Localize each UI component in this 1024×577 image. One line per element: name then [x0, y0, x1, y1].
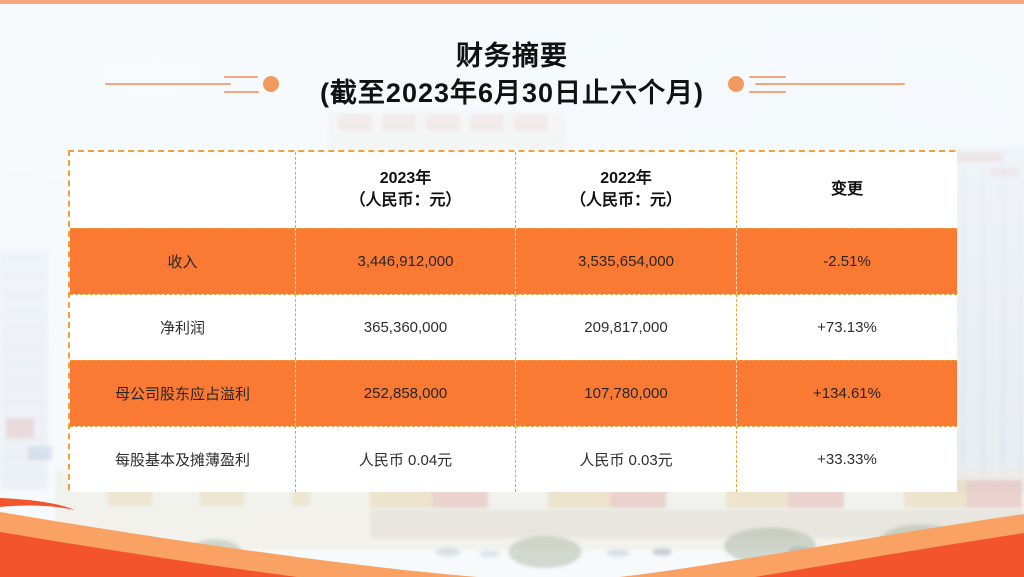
header-line: 2023年 [379, 170, 432, 187]
row-revenue-2022: 3,535,654,000 [516, 228, 737, 294]
row-parent-profit-change: +134.61% [737, 360, 957, 426]
header-line: （人民币：元） [349, 192, 462, 209]
speed-line [224, 76, 258, 78]
table-header-2022: 2022年 （人民币：元） [516, 152, 737, 228]
top-accent-strip [0, 0, 1024, 4]
wave-left-crest [0, 498, 75, 510]
row-revenue-label: 收入 [70, 228, 296, 294]
title-decoration-left [105, 72, 285, 96]
bottom-wave-decoration [0, 498, 1024, 577]
header-line: 变更 [830, 181, 863, 198]
title-decoration-right [728, 72, 908, 96]
header-line: 2022年 [600, 170, 652, 187]
table-header-2023: 2023年 （人民币：元） [296, 152, 516, 228]
slide-subtitle: (截至2023年6月30日止六个月) [319, 78, 705, 108]
row-eps-change: +33.33% [737, 426, 957, 492]
row-eps-2022: 人民币 0.03元 [516, 426, 737, 492]
header-line: （人民币：元） [569, 192, 682, 209]
row-parent-profit-2023: 252,858,000 [296, 360, 516, 426]
slide-title: 财务摘要 [456, 41, 568, 71]
speed-line [105, 83, 231, 85]
table-header-metric [70, 152, 296, 228]
speed-line [224, 91, 259, 93]
dot-icon [263, 76, 279, 92]
row-net-profit-label: 净利润 [70, 294, 296, 360]
dot-icon [728, 76, 744, 92]
table-header-change: 变更 [737, 152, 957, 228]
wave-light [0, 512, 1024, 577]
speed-line [755, 83, 905, 85]
title-block: 财务摘要 (截至2023年6月30日止六个月) [0, 38, 1024, 112]
row-parent-profit-label: 母公司股东应占溢利 [70, 360, 296, 426]
row-parent-profit-2022: 107,780,000 [516, 360, 737, 426]
row-net-profit-2023: 365,360,000 [296, 294, 516, 360]
row-eps-label: 每股基本及摊薄盈利 [70, 426, 296, 492]
row-revenue-2023: 3,446,912,000 [296, 228, 516, 294]
speed-line [749, 91, 786, 93]
row-net-profit-change: +73.13% [737, 294, 957, 360]
speed-line [749, 76, 786, 78]
wave-dark [0, 532, 1024, 577]
financial-summary-table: 2023年 （人民币：元） 2022年 （人民币：元） 变更 收入 3,446,… [68, 150, 957, 492]
row-net-profit-2022: 209,817,000 [516, 294, 737, 360]
row-revenue-change: -2.51% [737, 228, 957, 294]
row-eps-2023: 人民币 0.04元 [296, 426, 516, 492]
